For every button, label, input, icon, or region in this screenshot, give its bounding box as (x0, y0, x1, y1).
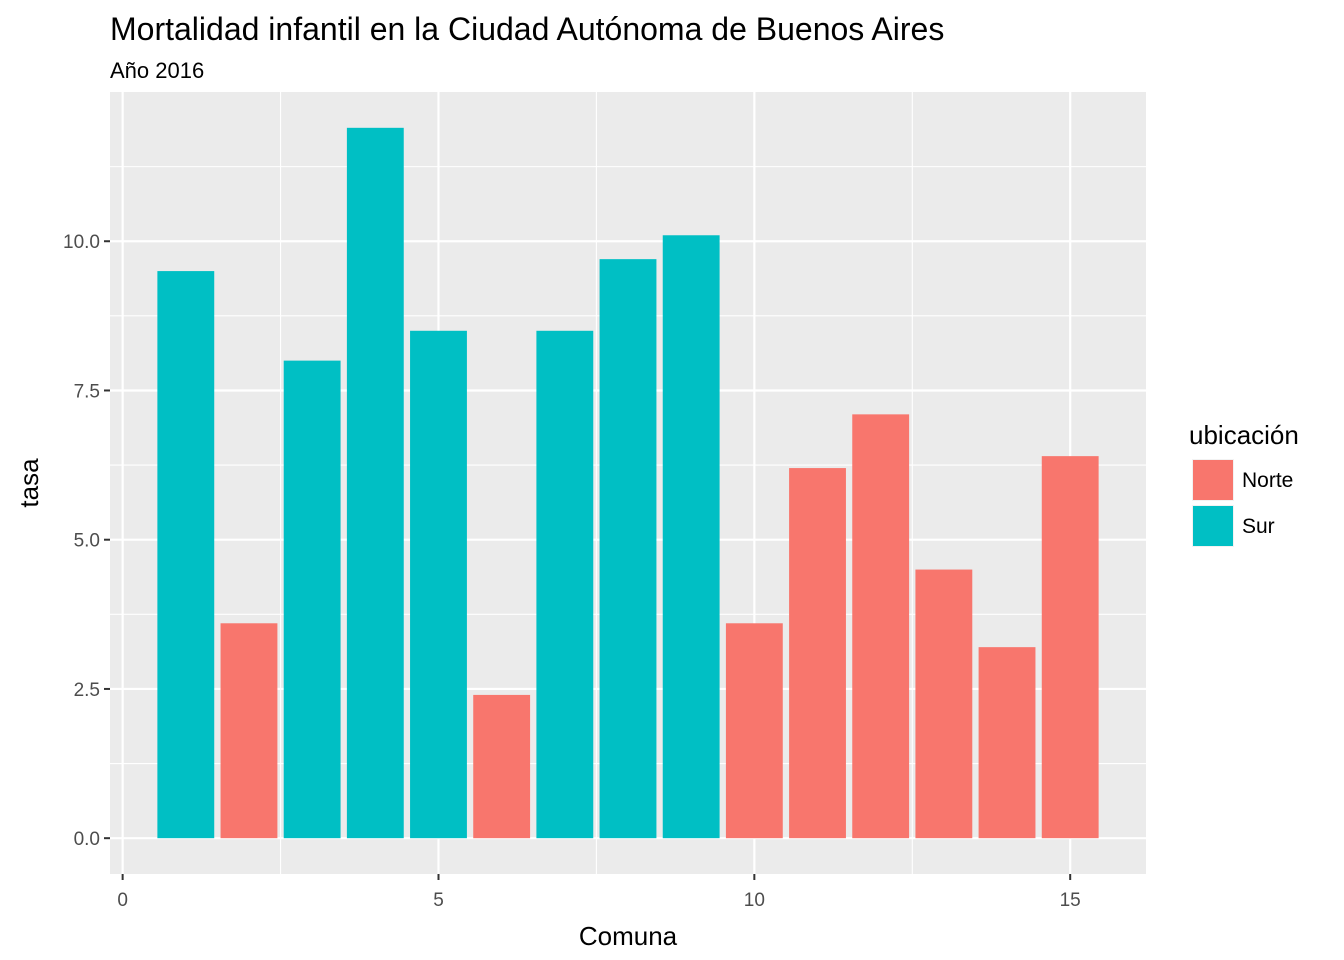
y-tick-label: 0.0 (74, 829, 100, 850)
x-tick-label: 0 (117, 890, 128, 911)
bar-comuna-10 (725, 623, 783, 839)
bar-comuna-2 (220, 623, 278, 839)
bar-comuna-15 (1041, 456, 1099, 839)
x-axis-title: Comuna (579, 921, 678, 951)
bar-comuna-13 (915, 569, 973, 839)
legend-key-norte (1193, 460, 1233, 500)
legend-key-sur (1193, 506, 1233, 546)
bar-comuna-7 (536, 330, 594, 839)
legend-title: ubicación (1189, 420, 1299, 450)
y-tick-label: 2.5 (74, 680, 100, 701)
x-tick-label: 10 (744, 890, 765, 911)
y-axis-title: tasa (14, 458, 44, 508)
bar-comuna-8 (599, 259, 657, 839)
legend: ubicación Norte Sur (1189, 420, 1299, 547)
bar-comuna-14 (978, 647, 1036, 839)
bar-comuna-1 (157, 271, 215, 839)
y-tick-label: 10.0 (63, 232, 100, 253)
bars-layer (157, 127, 1099, 839)
bar-comuna-6 (473, 694, 531, 839)
x-tick-label: 15 (1060, 890, 1081, 911)
legend-label-sur: Sur (1242, 515, 1275, 538)
bar-comuna-3 (283, 360, 341, 839)
bar-comuna-11 (789, 468, 846, 839)
chart-subtitle: Año 2016 (110, 58, 204, 83)
chart-title: Mortalidad infantil en la Ciudad Autónom… (110, 11, 944, 47)
x-axis: 0 5 10 15 (117, 874, 1081, 911)
bar-comuna-12 (852, 414, 910, 839)
x-tick-label: 5 (433, 890, 444, 911)
legend-label-norte: Norte (1242, 469, 1293, 492)
bar-comuna-9 (662, 235, 720, 839)
bar-comuna-4 (346, 127, 404, 839)
y-axis: 0.0 2.5 5.0 7.5 10.0 (63, 232, 110, 850)
y-tick-label: 5.0 (74, 531, 100, 552)
bar-comuna-5 (410, 330, 467, 839)
y-tick-label: 7.5 (74, 381, 100, 402)
legend-entries: Norte Sur (1192, 459, 1293, 547)
